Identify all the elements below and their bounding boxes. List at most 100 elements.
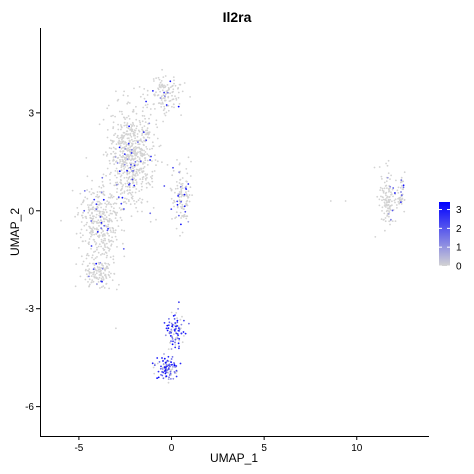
cell-point <box>109 276 111 278</box>
cell-point <box>385 199 388 202</box>
cell-point <box>96 246 98 249</box>
cell-point <box>89 283 91 286</box>
cell-point <box>160 99 163 101</box>
cell-point <box>180 217 183 219</box>
cell-point <box>93 258 95 261</box>
cell-point <box>133 203 136 205</box>
cell-point-expressing <box>400 194 403 197</box>
cell-point <box>164 114 167 117</box>
cell-point <box>183 335 185 337</box>
cell-point <box>385 184 388 187</box>
cell-point <box>134 146 137 148</box>
cell-point-expressing <box>172 315 175 317</box>
cell-point <box>177 96 180 99</box>
cell-point <box>140 188 143 191</box>
cell-point-expressing <box>176 200 179 203</box>
cell-point <box>178 182 181 184</box>
cell-point <box>153 93 156 96</box>
cell-point <box>391 220 394 223</box>
cell-point <box>98 268 100 271</box>
cell-point <box>95 213 98 216</box>
cell-point <box>95 242 98 245</box>
cell-point <box>85 273 88 276</box>
cell-point-expressing <box>162 377 165 380</box>
cell-point <box>125 124 128 127</box>
cell-point <box>186 215 189 218</box>
cell-point <box>90 204 93 206</box>
cell-point <box>88 285 90 288</box>
cell-point <box>90 247 92 250</box>
cell-point-expressing <box>167 355 170 358</box>
cell-point-expressing <box>162 360 164 362</box>
cell-point <box>133 150 136 152</box>
cell-point <box>121 152 124 155</box>
cell-point-expressing <box>122 248 125 250</box>
cell-point <box>98 263 101 265</box>
cell-point <box>181 315 183 318</box>
cell-point <box>386 215 388 217</box>
cell-point <box>102 233 105 236</box>
cell-point <box>79 275 82 278</box>
cell-point <box>110 142 113 145</box>
cell-point <box>93 266 96 269</box>
cell-point <box>123 229 126 232</box>
cell-point-expressing <box>156 377 159 379</box>
cell-point-expressing <box>159 367 162 370</box>
cell-point-expressing <box>168 374 171 376</box>
cell-point-expressing <box>157 370 160 373</box>
cell-point <box>158 78 161 81</box>
cell-point <box>185 200 188 203</box>
cell-point <box>95 272 98 275</box>
cell-point <box>160 106 163 108</box>
cell-point <box>159 144 162 147</box>
cell-point <box>106 200 109 203</box>
cell-point <box>123 171 126 174</box>
cell-point <box>119 216 122 219</box>
cell-point <box>107 104 110 107</box>
cell-point <box>88 209 91 212</box>
cell-point <box>87 208 90 211</box>
cell-point <box>97 235 99 238</box>
cell-point <box>185 168 188 170</box>
cell-point <box>84 240 87 242</box>
cell-point <box>139 123 142 126</box>
cell-point <box>134 139 136 142</box>
cell-point <box>111 212 113 215</box>
cell-point <box>385 201 388 204</box>
cell-point <box>175 99 178 101</box>
cell-point <box>160 95 163 98</box>
cell-point-expressing <box>120 202 123 205</box>
cell-point <box>137 129 140 132</box>
cell-point-expressing <box>183 319 185 322</box>
cell-point <box>118 162 121 164</box>
cell-point-expressing <box>133 164 136 167</box>
cell-point <box>80 203 83 206</box>
cell-point <box>114 170 117 172</box>
cell-point <box>131 142 133 145</box>
x-axis-title: UMAP_1 <box>210 451 258 465</box>
cell-point <box>137 156 139 158</box>
cell-point <box>90 275 93 277</box>
cell-point <box>107 225 109 228</box>
cell-point <box>129 129 131 131</box>
cell-point <box>97 228 99 231</box>
cell-point <box>112 240 115 243</box>
cell-point-expressing <box>163 185 166 187</box>
cell-point <box>151 177 153 180</box>
cell-point <box>123 190 126 193</box>
cell-point <box>82 200 85 203</box>
cell-point <box>104 218 107 220</box>
cell-point <box>160 86 162 89</box>
cell-point <box>120 124 122 126</box>
cell-point <box>115 288 118 291</box>
cell-point <box>180 188 183 191</box>
cell-point <box>163 112 166 115</box>
cell-point <box>93 270 96 273</box>
cell-point <box>180 190 183 192</box>
cell-point <box>154 108 156 110</box>
cell-point-expressing <box>130 152 133 154</box>
cell-point <box>105 252 108 254</box>
cell-point <box>120 134 123 137</box>
cell-point <box>112 146 115 149</box>
cell-point <box>142 161 145 164</box>
